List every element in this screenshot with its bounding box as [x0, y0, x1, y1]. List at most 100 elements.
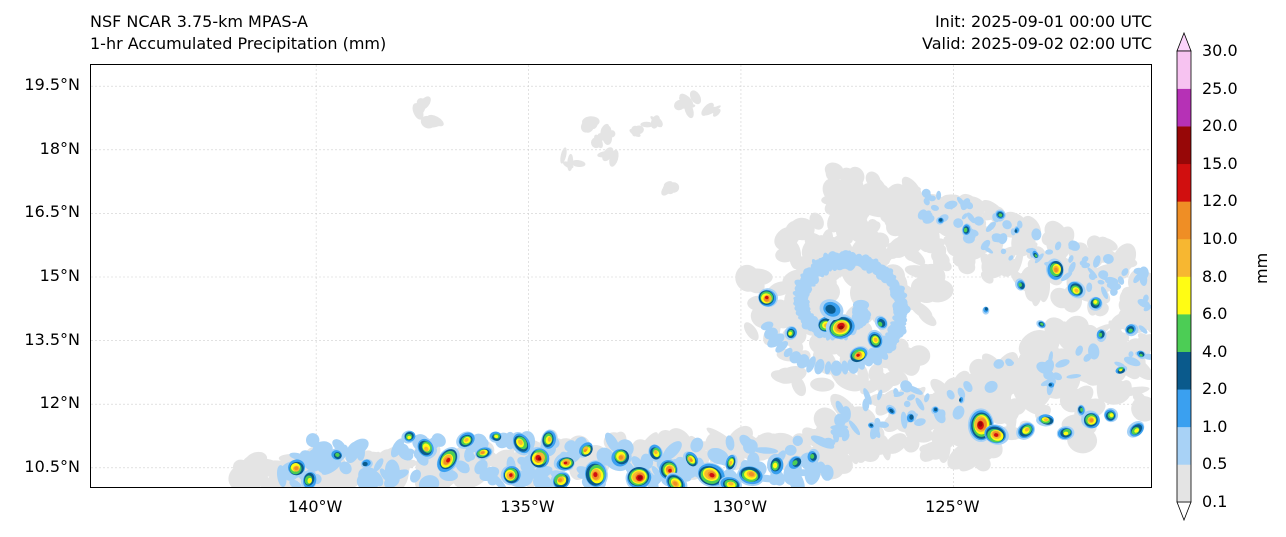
precip-cell — [827, 251, 840, 270]
precip-cell — [772, 462, 778, 469]
precip-cell — [931, 250, 950, 267]
precip-cell — [1093, 255, 1101, 268]
precip-cell — [1026, 374, 1042, 388]
precip-cell — [335, 452, 340, 457]
precip-cell — [1011, 399, 1027, 415]
precip-cell — [1075, 345, 1083, 356]
precip-cell — [985, 221, 996, 232]
precip-cell — [1089, 418, 1094, 423]
precip-cell — [1005, 358, 1014, 367]
precip-cell — [885, 433, 908, 454]
precip-cell — [813, 407, 839, 432]
precip-cell — [601, 147, 612, 158]
precip-cell — [863, 388, 872, 405]
precip-cell — [788, 331, 792, 336]
field-title: 1-hr Accumulated Precipitation (mm) — [90, 34, 387, 53]
colorbar-tick-label: 1.0 — [1202, 416, 1228, 436]
precip-cell — [1139, 353, 1143, 357]
precip-cell — [893, 209, 912, 223]
precip-cell — [1068, 255, 1074, 263]
colorbar-segment — [1177, 276, 1191, 315]
precip-cell — [1086, 282, 1093, 293]
precip-cell — [464, 437, 469, 442]
precip-cell — [1008, 255, 1014, 261]
init-time: Init: 2025-09-01 00:00 UTC — [934, 12, 1152, 31]
precip-cell — [1106, 282, 1112, 288]
precip-cell — [455, 460, 470, 474]
precip-cell — [743, 322, 759, 341]
precip-field — [228, 90, 1151, 487]
colorbar-tick-label: 0.1 — [1202, 492, 1228, 511]
precip-cell — [998, 213, 1003, 217]
title-right: Init: 2025-09-01 00:00 UTC Valid: 2025-0… — [760, 11, 1152, 55]
colorbar-under-arrow — [1176, 501, 1192, 522]
precip-cell — [904, 265, 936, 279]
precip-cell — [668, 468, 672, 473]
precip-cell — [811, 259, 824, 276]
precip-cell — [1066, 374, 1082, 379]
precip-cell — [860, 223, 876, 254]
precip-cell — [847, 358, 859, 374]
precip-cell — [868, 183, 888, 210]
colorbar-segment — [1177, 88, 1191, 127]
precip-cell — [892, 303, 911, 315]
precip-cell — [893, 391, 905, 398]
precip-cell — [1109, 413, 1114, 418]
lat-tick-label: 15°N — [39, 266, 80, 285]
precip-cell — [1068, 244, 1074, 250]
precip-cell — [494, 434, 499, 439]
precip-cell — [872, 370, 888, 388]
precip-cell — [931, 424, 957, 450]
precip-cell — [595, 134, 604, 144]
precip-cell — [1131, 396, 1151, 422]
precip-cell — [446, 457, 451, 463]
precip-cell — [560, 147, 567, 164]
precip-cell — [850, 279, 872, 308]
precip-cell — [312, 441, 333, 458]
precip-cell — [885, 243, 902, 259]
precip-cell — [989, 240, 1003, 261]
precip-cell — [810, 454, 815, 459]
precip-cell — [248, 457, 269, 484]
precip-cell — [739, 434, 754, 449]
precip-cell — [922, 214, 935, 224]
precip-cell — [966, 212, 976, 224]
precip-cell — [361, 467, 380, 487]
precip-cell — [652, 116, 663, 128]
precip-cell — [784, 444, 797, 456]
precip-cell — [804, 460, 821, 485]
precip-cell — [919, 442, 940, 462]
precip-cell — [729, 460, 732, 466]
precip-cell — [1121, 268, 1129, 277]
precip-cell — [725, 435, 735, 451]
precip-cell — [509, 473, 513, 477]
precip-cell — [963, 380, 973, 393]
precip-cell — [767, 333, 785, 348]
precip-cell — [321, 460, 342, 475]
precip-cell — [1061, 271, 1073, 282]
precip-cell — [841, 360, 849, 375]
precip-cell — [830, 360, 843, 376]
precip-cell — [640, 121, 654, 128]
precip-cell — [961, 213, 968, 220]
precip-cell — [1093, 300, 1098, 304]
precip-cell — [824, 162, 844, 179]
precip-cell — [538, 457, 542, 461]
colorbar-tick-label: 8.0 — [1202, 266, 1228, 286]
precip-cell — [1045, 249, 1054, 255]
precip-cell — [1068, 261, 1076, 274]
precip-cell — [909, 221, 920, 234]
precip-cell — [889, 408, 894, 413]
colorbar-tick-label: 12.0 — [1202, 191, 1238, 211]
precip-cell — [963, 227, 968, 233]
precip-cell — [835, 400, 845, 415]
precip-cell — [910, 277, 938, 304]
precip-cell — [600, 123, 610, 137]
precip-cell — [928, 195, 936, 202]
precip-cell — [1047, 239, 1072, 264]
precip-cell — [875, 389, 900, 416]
colorbar-tick-label: 2.0 — [1202, 379, 1228, 399]
title-left: NSF NCAR 3.75-km MPAS-A 1-hr Accumulated… — [90, 11, 386, 55]
precip-cell — [1088, 272, 1097, 281]
precip-cell — [980, 253, 999, 278]
